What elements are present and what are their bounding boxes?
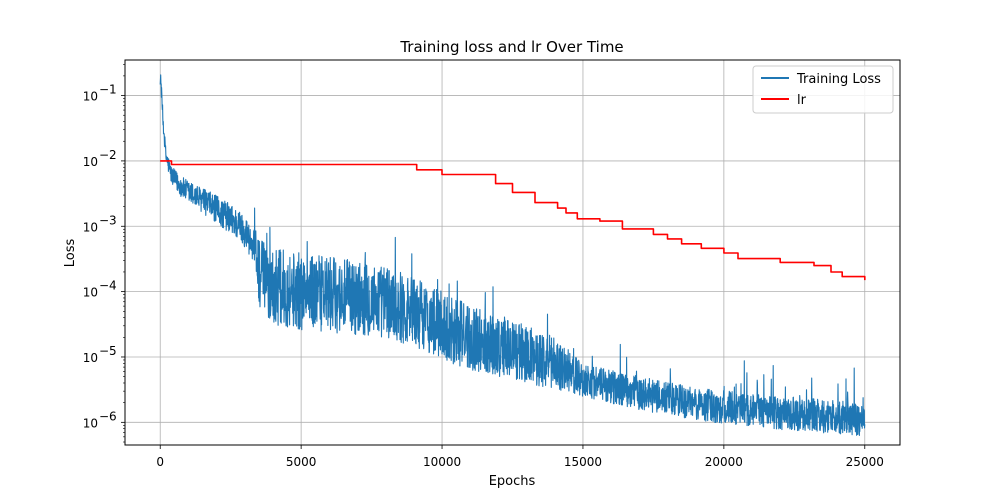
y-tick-label: 10: [83, 416, 98, 430]
x-axis: 0 5000 10000 15000 20000 25000: [156, 445, 884, 469]
legend: Training Loss lr: [752, 65, 894, 114]
x-axis-label: Epochs: [489, 474, 536, 489]
y-tick-label: 10: [83, 351, 98, 365]
y-tick-label: 10: [83, 155, 98, 169]
legend-label-training-loss: Training Loss: [796, 72, 881, 87]
y-axis: 10−610−510−410−310−210−1: [83, 64, 125, 443]
y-tick-exponent: −5: [99, 344, 117, 358]
plot-data: [159, 74, 866, 436]
y-tick-exponent: −6: [99, 409, 117, 423]
y-tick-label: 10: [83, 90, 98, 104]
x-tick-label: 15000: [564, 455, 602, 469]
series-line-lr: [160, 160, 866, 281]
chart-title: Training loss and lr Over Time: [399, 38, 623, 56]
y-tick-exponent: −3: [99, 213, 117, 227]
y-axis-label: Loss: [63, 239, 78, 268]
x-tick-label: 5000: [286, 455, 317, 469]
y-tick-exponent: −2: [99, 148, 117, 162]
y-tick-label: 10: [83, 220, 98, 234]
x-tick-label: 0: [156, 455, 164, 469]
y-tick-exponent: −1: [99, 83, 117, 97]
series-line-training-loss: [159, 74, 866, 436]
y-tick-exponent: −4: [99, 279, 117, 293]
legend-label-lr: lr: [797, 93, 807, 108]
x-tick-label: 20000: [705, 455, 743, 469]
x-tick-label: 25000: [846, 455, 884, 469]
x-tick-label: 10000: [423, 455, 461, 469]
y-tick-label: 10: [83, 286, 98, 300]
